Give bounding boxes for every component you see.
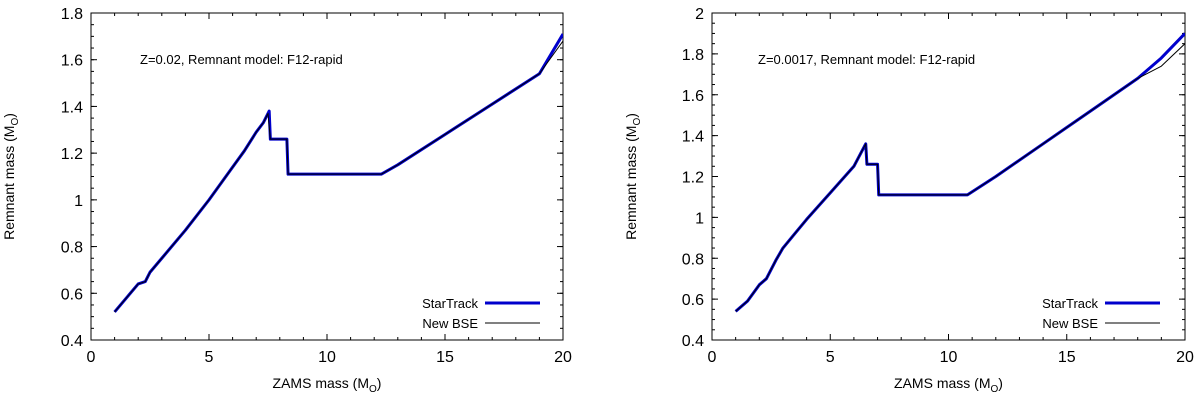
y-tick-label: 0.8 (61, 240, 83, 257)
x-tick-label: 0 (708, 349, 717, 366)
x-axis-label: ZAMS mass (MO) (894, 375, 1003, 395)
legend-label: StarTrack (1042, 296, 1098, 311)
y-tick-label: 1 (695, 210, 704, 227)
x-tick-label: 5 (826, 349, 835, 366)
x-axis-label-main: ZAMS mass (M (273, 375, 369, 391)
x-axis-label-sub: O (369, 384, 377, 395)
chart-panel-1: 0 5 10 15 20 0.4 0.6 0.8 1 1.2 1.4 1.6 1.8 ZAMS mass … (1, 6, 572, 395)
y-axis-label-sub: O (632, 118, 643, 126)
y-tick-label: 1.4 (682, 129, 704, 146)
series-line-startrack (113, 33, 563, 313)
legend-label: New BSE (1042, 316, 1098, 331)
y-axis-label-sub: O (10, 118, 21, 126)
x-axis-label-main: ZAMS mass (M (894, 375, 990, 391)
y-tick-label: 1.2 (682, 170, 704, 187)
y-tick-label: 1.6 (61, 53, 83, 70)
series-line-new-bse (114, 40, 563, 313)
x-tick-label: 0 (87, 349, 96, 366)
y-tick-label: 2 (695, 6, 704, 23)
x-tick-label: 15 (1058, 349, 1076, 366)
y-tick-label: 0.8 (682, 251, 704, 268)
y-axis-label-main: Remnant mass (M (623, 126, 639, 240)
y-axis-label: Remnant mass (MO) (623, 113, 643, 240)
y-tick-label: 0.4 (61, 333, 83, 350)
y-axis-label-close: ) (1, 113, 17, 118)
series-line-new-bse (735, 43, 1185, 312)
x-axis-label: ZAMS mass (MO) (273, 375, 382, 395)
y-tick-label: 1 (74, 193, 83, 210)
chart-annotation: Z=0.0017, Remnant model: F12-rapid (758, 52, 975, 67)
x-tick-label: 15 (436, 349, 454, 366)
y-tick-label: 0.6 (61, 286, 83, 303)
x-tick-label: 10 (318, 349, 336, 366)
chart-annotation: Z=0.02, Remnant model: F12-rapid (140, 52, 343, 67)
x-tick-label: 20 (554, 349, 572, 366)
y-tick-label: 1.4 (61, 99, 83, 116)
series-line-startrack (734, 32, 1185, 313)
x-axis-label-close: ) (377, 375, 382, 391)
y-axis-label-close: ) (623, 113, 639, 118)
x-tick-label: 10 (940, 349, 958, 366)
x-axis-label-close: ) (998, 375, 1003, 391)
y-tick-label: 0.4 (682, 333, 704, 350)
legend-label: New BSE (422, 316, 478, 331)
y-tick-label: 1.6 (682, 88, 704, 105)
y-axis-label: Remnant mass (MO) (1, 113, 21, 240)
y-tick-label: 1.2 (61, 146, 83, 163)
x-axis-label-sub: O (991, 384, 999, 395)
legend-label: StarTrack (422, 296, 478, 311)
x-tick-label: 20 (1176, 349, 1194, 366)
y-tick-label: 1.8 (682, 47, 704, 64)
y-tick-label: 0.6 (682, 292, 704, 309)
x-tick-label: 5 (205, 349, 214, 366)
y-tick-label: 1.8 (61, 6, 83, 23)
chart-panel-2: 0 5 10 15 20 0.4 0.6 0.8 1 1.2 1.4 1.6 1.8 2 ZAMS mass… (623, 6, 1194, 395)
y-axis-label-main: Remnant mass (M (1, 126, 17, 240)
